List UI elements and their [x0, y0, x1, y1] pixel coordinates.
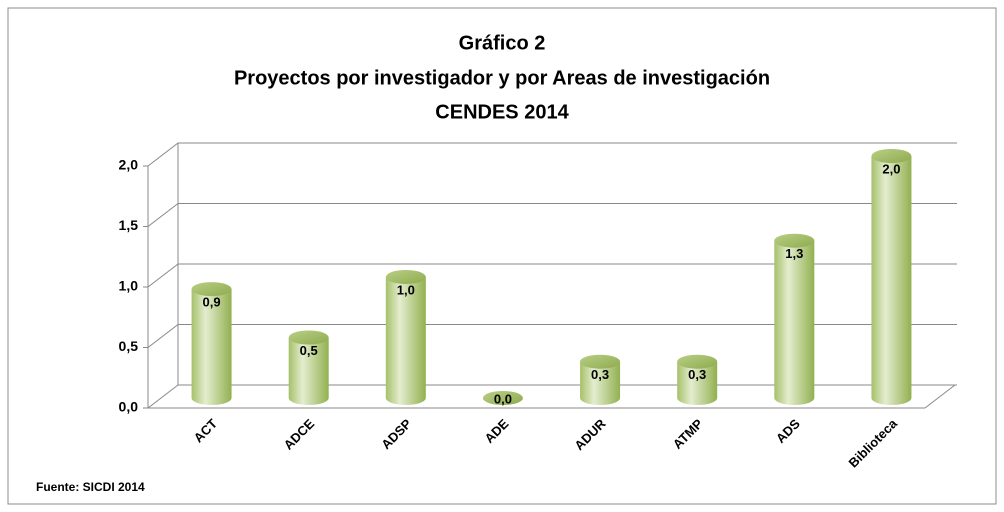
value-label: 0,3 [688, 367, 706, 382]
chart-frame [7, 7, 997, 505]
chart-title: CENDES 2014 [435, 101, 569, 123]
bar [385, 277, 426, 406]
bar-top [580, 354, 621, 369]
y-tick-label: 1,5 [119, 217, 139, 233]
y-tick-label: 2,0 [119, 157, 139, 173]
bar-top [288, 330, 329, 345]
bar [871, 156, 912, 406]
bar-top [871, 149, 912, 163]
grid-line [147, 263, 179, 288]
bar [580, 361, 621, 406]
value-label: 0,3 [591, 367, 609, 382]
y-tick-label: 0,0 [119, 399, 139, 415]
source-note: Fuente: SICDI 2014 [36, 480, 145, 494]
value-label: 1,0 [397, 282, 415, 297]
bar-top [482, 391, 523, 405]
grid-line [147, 384, 179, 409]
bar-top [191, 282, 232, 297]
grid-line [147, 324, 179, 348]
chart-title: Gráfico 2 [459, 32, 546, 54]
value-label: 0,5 [300, 343, 318, 358]
bar [677, 361, 718, 406]
chart-title: Proyectos por investigador y por Areas d… [234, 67, 770, 89]
grid-line [147, 203, 179, 227]
value-label: 1,3 [785, 246, 803, 261]
bar-top [677, 354, 718, 369]
y-tick-label: 1,0 [119, 278, 139, 294]
bar [288, 337, 329, 406]
bar-top [774, 233, 815, 248]
value-label: 0,9 [203, 295, 221, 310]
value-label: 0,0 [494, 391, 512, 406]
y-tick-label: 0,5 [119, 338, 139, 354]
value-label: 2,0 [882, 161, 900, 176]
bar [774, 240, 815, 406]
bar [191, 289, 232, 406]
floor-edge [924, 384, 956, 409]
grid-line [147, 142, 179, 167]
bar-top [385, 270, 426, 284]
